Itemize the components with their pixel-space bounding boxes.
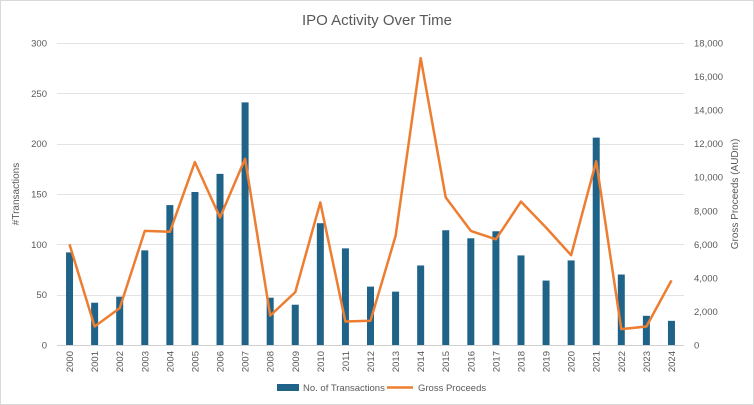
bar-2023 [642, 315, 650, 345]
x-tick-label: 2013 [391, 351, 402, 372]
x-tick-label: 2015 [441, 351, 452, 372]
right-tick-label: 14,000 [694, 106, 723, 117]
x-tick-label: 2017 [491, 351, 502, 372]
bar-2022 [617, 274, 625, 345]
bar-2013 [392, 291, 400, 345]
bar-2009 [291, 304, 299, 345]
line-series [68, 56, 673, 331]
bar-2019 [542, 280, 550, 345]
right-tick-label: 8,000 [694, 206, 718, 217]
right-tick-label: 4,000 [694, 273, 718, 284]
x-tick-label: 2009 [291, 351, 302, 372]
left-axis-ticks: 0 50 100 150 200 250 300 [31, 39, 47, 352]
line-gross-proceeds [68, 56, 673, 331]
right-tick-label: 16,000 [694, 72, 723, 83]
legend-label-transactions: No. of Transactions [303, 383, 385, 394]
x-tick-label: 2011 [341, 351, 352, 371]
bar-2015 [442, 230, 450, 345]
x-tick-label: 2023 [642, 351, 653, 372]
x-tick-label: 2006 [216, 351, 227, 372]
left-tick-label: 50 [36, 290, 47, 301]
x-axis-ticks: 2000 2001 2002 2003 2004 2005 2006 2007 2008 2009… [65, 351, 678, 372]
bar-2006 [216, 173, 224, 345]
bar-2003 [141, 250, 149, 345]
right-tick-label: 12,000 [694, 139, 723, 150]
bar-2016 [467, 238, 475, 345]
bar-2012 [367, 286, 374, 345]
left-axis-label: #Transactions [11, 163, 22, 225]
bar-2000 [66, 252, 74, 345]
x-tick-label: 2021 [592, 351, 603, 372]
x-tick-label: 2007 [241, 351, 252, 372]
gridlines [57, 43, 684, 346]
bar-2021 [592, 137, 600, 345]
bar-2018 [517, 255, 525, 345]
left-tick-label: 100 [31, 240, 47, 251]
left-tick-label: 150 [31, 190, 47, 201]
right-axis-ticks: 0 2,000 4,000 6,000 8,000 10,000 12,000 14,000 1… [694, 39, 723, 352]
x-tick-label: 2002 [115, 351, 126, 372]
right-tick-label: 18,000 [694, 39, 723, 50]
legend-label-proceeds: Gross Proceeds [418, 383, 486, 394]
bar-2017 [492, 231, 500, 345]
left-tick-label: 0 [42, 341, 47, 352]
bar-2004 [166, 205, 174, 345]
bar-2007 [241, 102, 249, 345]
right-tick-label: 6,000 [694, 240, 718, 251]
x-tick-label: 2005 [190, 351, 201, 372]
x-tick-label: 2018 [516, 351, 527, 372]
right-axis-label: Gross Proceeds (AUDm) [730, 139, 741, 250]
bar-2024 [667, 320, 675, 345]
x-tick-label: 2008 [266, 351, 277, 372]
x-tick-label: 2003 [140, 351, 151, 372]
right-tick-label: 0 [694, 341, 699, 352]
left-tick-label: 200 [31, 139, 47, 150]
right-tick-label: 2,000 [694, 307, 718, 318]
x-tick-label: 2010 [316, 351, 327, 372]
bar-2005 [191, 191, 199, 345]
x-tick-label: 2000 [65, 351, 76, 372]
x-tick-label: 2022 [617, 351, 628, 372]
x-tick-label: 2012 [366, 351, 377, 372]
left-tick-label: 250 [31, 89, 47, 100]
x-tick-label: 2014 [416, 351, 427, 372]
x-tick-label: 2001 [90, 351, 101, 372]
bar-series [66, 102, 675, 345]
bar-2020 [567, 260, 575, 345]
x-tick-label: 2016 [466, 351, 477, 372]
x-tick-label: 2004 [165, 351, 176, 372]
right-tick-label: 10,000 [694, 173, 723, 184]
x-tick-label: 2019 [542, 351, 553, 372]
left-tick-label: 300 [31, 39, 47, 50]
bar-2010 [316, 223, 324, 345]
bar-2014 [417, 265, 425, 345]
bar-2008 [266, 297, 274, 345]
bar-2002 [116, 296, 124, 345]
legend: No. of Transactions Gross Proceeds [277, 383, 486, 394]
legend-swatch-transactions [277, 384, 299, 391]
bar-2011 [341, 248, 349, 345]
x-tick-label: 2024 [667, 351, 678, 372]
x-tick-label: 2020 [567, 351, 578, 372]
chart-title: IPO Activity Over Time [302, 12, 452, 29]
